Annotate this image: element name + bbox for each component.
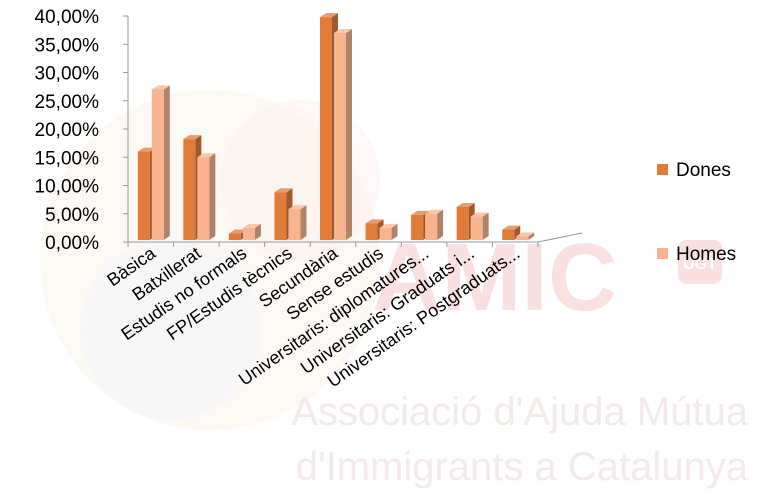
bar-dones-front [502,229,515,240]
bar-homes-side [437,209,444,240]
bar-homes [425,209,444,240]
bar-homes-top [151,85,170,90]
bar-homes-front [425,213,438,240]
bar-homes-front [470,216,483,240]
bar-dones-top [411,210,430,215]
bars [137,13,535,241]
bar-homes-front [288,209,301,240]
legend-label-dones: Dones [676,160,731,181]
bar-dones-top [183,135,202,140]
y-tick-label: 35,00% [35,35,100,56]
watermark-line-1: Associació d'Ajuda Mútua [291,390,749,434]
bar-homes-front [151,89,164,240]
bar-homes-side [300,205,307,240]
watermark-badge-text: UGT [683,256,717,273]
bar-homes-side [528,232,535,240]
bar-dones-top [320,13,338,18]
bar-homes-front [516,236,529,240]
bar-homes [516,232,535,240]
y-tick-label: 40,00% [35,7,100,28]
y-tick-label: 5,00% [45,205,99,226]
bar-dones-top [274,188,293,193]
bar-homes [151,85,170,240]
watermark-badge [678,240,722,284]
y-tick-label: 0,00% [45,233,99,254]
bar-homes-side [163,85,170,240]
bar-dones-front [274,192,287,240]
bar-homes-top [334,28,352,33]
y-tick-label: 10,00% [35,177,100,198]
floor-ticks [127,242,539,247]
watermark-swirl-shape [80,240,260,420]
bar-homes-top [379,223,398,228]
bar-homes-side [346,28,352,241]
y-tick-label: 20,00% [35,120,100,141]
legend-swatch-dones [657,164,668,175]
bar-dones-top [365,219,384,224]
y-ticks: 0,00% 5,00% 10,00% 15,00% 20,00% 25,00% 30,00%… [35,7,128,254]
bar-dones-front [137,151,150,240]
bar-homes-side [209,153,216,240]
bar-homes-top [516,232,535,237]
bar-homes-top [242,223,261,228]
legend-label-homes: Homes [676,244,736,265]
bar-homes-side [254,223,261,240]
bar-homes [334,28,352,241]
legend: Dones Homes [657,160,736,265]
bar-dones-top [456,202,475,207]
bar-homes-front [197,157,210,240]
bar-dones-front [183,139,196,240]
bar-dones-top [228,229,247,234]
bar-homes-top [470,212,489,217]
bar-homes [242,223,261,240]
bar-homes-front [379,227,392,240]
bar-homes-top [197,153,216,158]
bar-dones-front [411,214,424,240]
bar-homes [470,212,489,240]
bar-dones-front [456,206,469,240]
bar-homes [379,223,398,240]
legend-swatch-homes [657,248,668,259]
bar-dones-top [137,147,156,152]
bar-dones-front [365,223,378,240]
bar-homes-side [391,223,398,240]
bar-dones-top [502,225,521,230]
y-tick-label: 25,00% [35,92,100,113]
bar-homes [288,205,307,240]
bar-homes-front [242,227,255,240]
watermark-swirl-shape [40,90,380,430]
bar-homes [197,153,216,240]
bar-homes-side [482,212,489,240]
y-tick-label: 15,00% [35,148,100,169]
bar-homes-top [425,209,444,214]
bar-homes-front [334,32,346,241]
bar-homes-top [288,205,307,210]
watermark-line-2: d'Immigrants a Catalunya [296,445,749,489]
bar-dones-front [228,233,241,240]
bar-dones-front [320,17,332,240]
y-tick-label: 30,00% [35,64,100,85]
